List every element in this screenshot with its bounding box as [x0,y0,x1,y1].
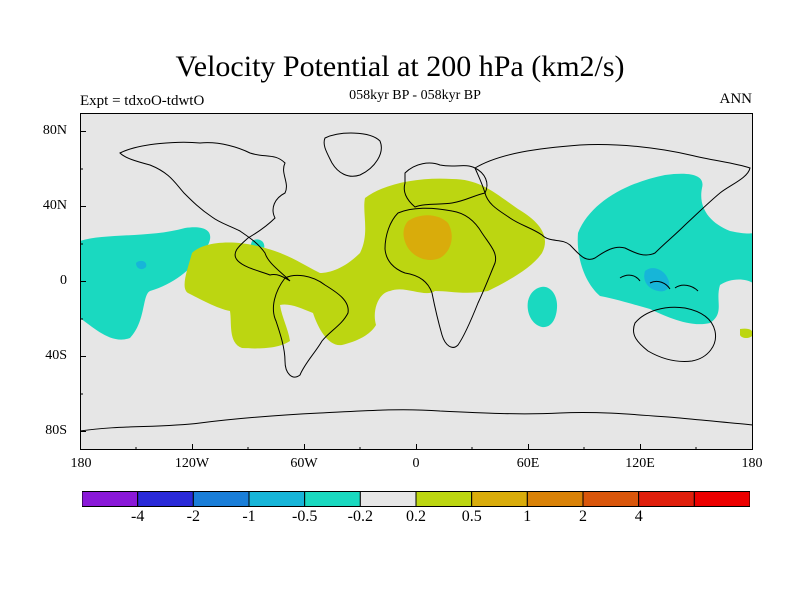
colorbar-label: -0.5 [292,508,318,525]
region-small-positive [740,328,753,338]
region-sahara-strong-positive [403,215,452,260]
chart-title: Velocity Potential at 200 hPa (km2/s) [175,50,625,83]
colorbar-box [693,491,750,507]
region-indian-ocean-negative [527,286,558,328]
colorbar [82,491,750,507]
colorbar-box [415,491,473,507]
colorbar-box [582,491,640,507]
colorbar-box [248,491,306,507]
lon-label-0: 0 [412,456,420,471]
colorbar-label: 4 [634,508,643,525]
lon-label-180-west: 180 [70,456,92,471]
coast-greenland [323,132,382,177]
coastlines [80,132,753,432]
colorbar-label: -2 [186,508,200,525]
colorbar-label: -0.2 [347,508,373,525]
experiment-label: Expt = tdxoO-tdwtO [80,93,205,109]
colorbar-label: -1 [242,508,256,525]
colorbar-box [137,491,194,507]
colorbar-box [304,491,361,507]
coast-asia [474,144,751,260]
coast-maritime-islands [619,274,699,292]
colorbar-box [526,491,584,507]
lon-label-120w: 120W [174,456,210,471]
colorbar-label: 0.5 [461,508,482,525]
colorbar-box [359,491,417,507]
region-atlantic-africa-positive [184,178,546,349]
colorbar-box [82,491,139,507]
coast-north-america [119,141,291,282]
colorbar-label: 0.2 [406,508,426,525]
colorbar-box [471,491,528,507]
lon-label-60e: 60E [516,456,540,471]
lon-label-60w: 60W [290,456,318,471]
region-west-pacific-negative [577,173,753,325]
coast-africa [384,207,497,348]
region-small-light-blue [136,260,147,270]
region-maritime-continent-strong-negative [644,268,670,292]
coast-australia [633,306,717,362]
lon-label-180-east: 180 [741,456,763,471]
region-eastern-pacific-negative [80,227,211,340]
lat-label-40n: 40N [42,198,67,213]
lat-label-40s: 40S [45,348,67,363]
lat-label-0: 0 [60,273,67,288]
chart-subtitle: 058kyr BP - 058kyr BP [349,88,481,103]
axis-ticks [80,131,697,450]
colorbar-label: 1 [523,508,532,525]
map-panel [80,113,753,450]
colorbar-label: 2 [579,508,587,525]
shaded-regions [80,173,753,349]
colorbar-box [192,491,250,507]
lon-label-120e: 120E [625,456,655,471]
colorbar-boxes [82,491,750,507]
coast-antarctica [80,409,753,432]
lat-label-80s: 80S [45,423,67,438]
colorbar-label: -4 [131,508,145,525]
coast-south-america [272,274,349,378]
colorbar-box [638,491,695,507]
season-label: ANN [719,91,753,107]
lat-label-80n: 80N [42,123,67,138]
